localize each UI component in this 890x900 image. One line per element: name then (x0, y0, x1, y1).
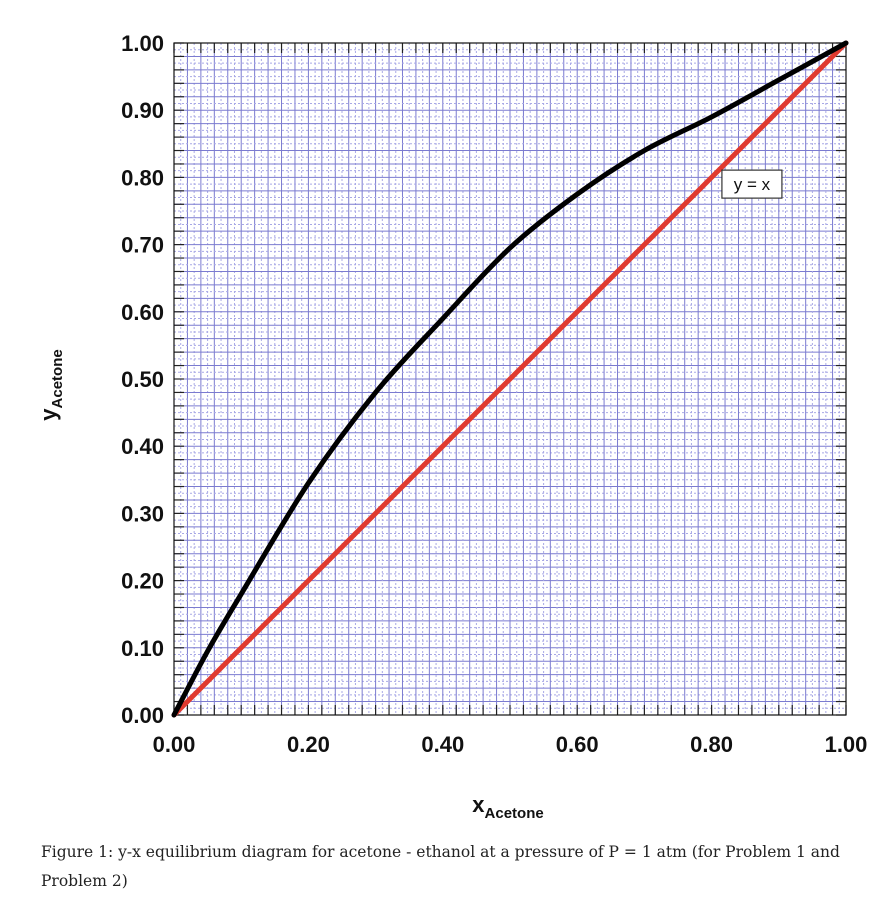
y-tick-label: 0.30 (121, 501, 164, 526)
figure-caption: Figure 1: y-x equilibrium diagram for ac… (41, 843, 840, 890)
x-tick-label: 0.20 (287, 732, 330, 757)
equilibrium-curve-series (171, 40, 849, 718)
data-series (171, 40, 849, 718)
x-tick-label: 0.00 (153, 732, 196, 757)
y-tick-labels: 0.00 0.10 0.20 0.30 0.40 0.50 0.60 0.70 0.80 0.90… (121, 31, 164, 728)
annotation-y-equals-x: y = x (721, 169, 783, 199)
y-tick-label: 0.80 (121, 165, 164, 190)
yx-equilibrium-chart: y = x 0.00 0.20 0.40 0.60 0.80 1.00 0.000.100… (36, 31, 868, 822)
x-tick-label: 0.40 (421, 732, 464, 757)
y-tick-label: 0.50 (121, 367, 164, 392)
y-tick-label: 1.00 (121, 31, 164, 56)
y-tick-label: 0.90 (121, 98, 164, 123)
y-tick-label: 0.40 (121, 434, 164, 459)
y-tick-label: 0.70 (121, 233, 164, 258)
x-tick-labels: 0.00 0.20 0.40 0.60 0.80 1.00 (153, 732, 868, 757)
plot-frame (173, 42, 847, 716)
y-axis-label: yAcetone (36, 349, 66, 420)
diagonal-line-series (171, 40, 849, 718)
x-tick-label: 1.00 (825, 732, 868, 757)
chart: y = x 0.00 0.20 0.40 0.60 0.80 1.00 0.00 0.10 0… (36, 31, 868, 822)
x-axis-label: xAcetone (472, 792, 543, 822)
axis-ticks (173, 42, 847, 716)
y-tick-label: 0.00 (121, 703, 164, 728)
y-tick-label: 0.10 (121, 636, 164, 661)
x-tick-label: 0.80 (690, 732, 733, 757)
y-tick-label: 0.20 (121, 569, 164, 594)
x-tick-label: 0.60 (556, 732, 599, 757)
annotation-text: y = x (734, 175, 771, 194)
y-tick-label: 0.60 (121, 300, 164, 325)
